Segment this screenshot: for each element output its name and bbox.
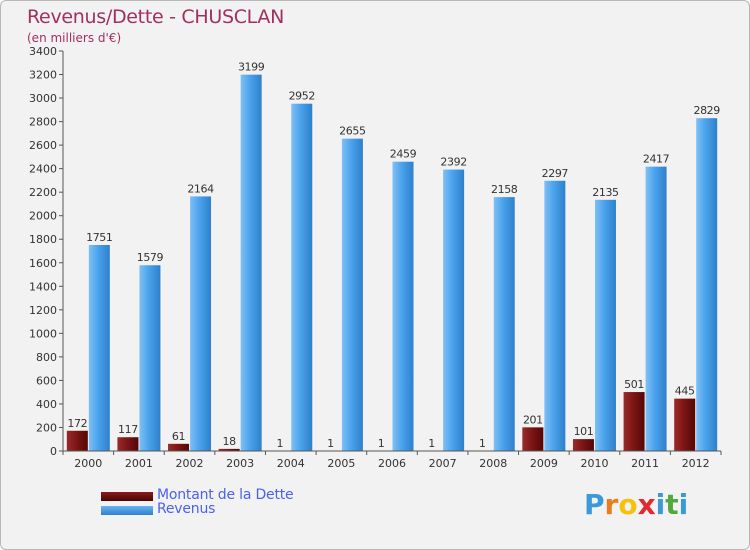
label-dette-2010: 101 <box>574 425 594 438</box>
y-tick-label: 1000 <box>29 327 57 340</box>
label-revenus-2006: 2459 <box>390 148 417 161</box>
y-tick-label: 3000 <box>29 92 57 105</box>
bar-revenus-2007 <box>443 169 465 451</box>
label-dette-2009: 201 <box>523 413 543 426</box>
x-tick-label-2000: 2000 <box>74 457 102 470</box>
chart-subtitle: (en milliers d'€) <box>27 31 122 45</box>
label-dette-2003: 18 <box>223 435 237 448</box>
bar-revenus-2004 <box>291 103 313 452</box>
label-revenus-2010: 2135 <box>592 186 619 199</box>
x-tick-label-2004: 2004 <box>277 457 305 470</box>
logo-letter: x <box>637 488 656 521</box>
legend-swatch-dette <box>101 492 153 501</box>
legend-swatch-revenus <box>101 506 153 515</box>
bar-revenus-2008 <box>493 197 515 451</box>
x-tick-label-2002: 2002 <box>176 457 204 470</box>
x-tick-label-2003: 2003 <box>226 457 254 470</box>
bar-dette-2011 <box>623 392 645 451</box>
bar-dette-2001 <box>117 437 139 451</box>
label-revenus-2000: 1751 <box>86 231 112 244</box>
bar-dette-2000 <box>66 430 88 451</box>
bar-dette-2003 <box>218 448 240 451</box>
x-tick-label-2005: 2005 <box>327 457 355 470</box>
y-tick-label: 3200 <box>29 69 57 82</box>
label-dette-2000: 172 <box>67 417 87 430</box>
y-tick-label: 2400 <box>29 163 57 176</box>
label-revenus-2002: 2164 <box>187 182 214 195</box>
bar-revenus-2002 <box>190 196 212 451</box>
y-tick-label: 0 <box>50 445 57 458</box>
x-axis: 2000 2001 2002 2003 2004 2005 2006 2007 2008 2009… <box>62 450 722 470</box>
x-tick-label-2011: 2011 <box>631 457 659 470</box>
label-dette-2005: 1 <box>327 437 334 450</box>
label-dette-2008: 1 <box>479 437 486 450</box>
y-tick-label: 400 <box>36 398 57 411</box>
bar-revenus-2001 <box>139 265 161 451</box>
x-tick-label-2007: 2007 <box>429 457 457 470</box>
logo-letter: r <box>604 488 619 521</box>
label-revenus-2004: 2952 <box>289 90 315 103</box>
x-tick-label-2001: 2001 <box>125 457 153 470</box>
label-dette-2012: 445 <box>675 385 695 398</box>
legend-label-dette: Montant de la Dette <box>157 487 294 503</box>
label-revenus-2007: 2392 <box>440 156 466 169</box>
label-revenus-2011: 2417 <box>643 153 670 166</box>
x-tick-label-2006: 2006 <box>378 457 406 470</box>
y-tick-label: 2000 <box>29 210 57 223</box>
y-tick-label: 200 <box>36 421 57 434</box>
x-tick-label-2009: 2009 <box>530 457 558 470</box>
legend-label-revenus: Revenus <box>157 501 216 517</box>
chart-title: Revenus/Dette - CHUSCLAN <box>27 6 285 28</box>
x-tick-label-2010: 2010 <box>580 457 608 470</box>
label-revenus-2008: 2158 <box>491 183 518 196</box>
y-axis: 0 200 400 600 800 1000 1200 1400 1600 1800 2000 220… <box>29 45 64 458</box>
logo-letter: i <box>678 488 689 521</box>
logo-letter: P <box>584 488 605 521</box>
y-tick-label: 1200 <box>29 304 57 317</box>
label-dette-2004: 1 <box>276 437 283 450</box>
y-tick-label: 2600 <box>29 139 57 152</box>
label-revenus-2012: 2829 <box>693 104 720 117</box>
label-revenus-2001: 1579 <box>137 251 164 264</box>
data-labels: 172 1751 117 1579 61 2164 18 3199 1 2952 1 2655 1 245… <box>67 61 720 450</box>
bar-revenus-2009 <box>544 180 566 451</box>
logo-letter: i <box>655 488 666 521</box>
x-tick-label-2012: 2012 <box>682 457 710 470</box>
label-dette-2001: 117 <box>118 423 138 436</box>
bar-revenus-2006 <box>392 161 414 452</box>
bar-revenus-2010 <box>594 199 616 451</box>
y-tick-label: 1800 <box>29 233 57 246</box>
bar-revenus-2012 <box>696 118 718 452</box>
bar-dette-2012 <box>674 398 696 451</box>
bar-revenus-2005 <box>341 138 363 451</box>
y-tick-label: 1400 <box>29 280 57 293</box>
proxiti-logo: Proxiti <box>584 488 688 521</box>
bar-revenus-2000 <box>88 245 110 451</box>
y-tick-label: 800 <box>36 351 57 364</box>
x-tick-label-2008: 2008 <box>479 457 507 470</box>
label-revenus-2009: 2297 <box>542 167 569 180</box>
label-revenus-2005: 2655 <box>339 125 366 138</box>
bar-revenus-2011 <box>645 166 667 451</box>
bar-revenus-2003 <box>240 74 262 451</box>
label-revenus-2003: 3199 <box>238 61 265 74</box>
bar-dette-2010 <box>572 439 594 451</box>
bar-dette-2009 <box>522 427 544 451</box>
y-tick-label: 2200 <box>29 186 57 199</box>
logo-letter: o <box>618 488 638 521</box>
bars <box>66 74 718 452</box>
y-tick-label: 600 <box>36 374 57 387</box>
y-tick-label: 1600 <box>29 257 57 270</box>
label-dette-2007: 1 <box>428 437 435 450</box>
label-dette-2011: 501 <box>624 378 644 391</box>
label-dette-2006: 1 <box>378 437 385 450</box>
y-tick-label: 3400 <box>29 45 57 58</box>
logo-letter: t <box>665 488 679 521</box>
bar-dette-2002 <box>168 443 190 451</box>
y-tick-label: 2800 <box>29 116 57 129</box>
label-dette-2002: 61 <box>172 430 185 443</box>
